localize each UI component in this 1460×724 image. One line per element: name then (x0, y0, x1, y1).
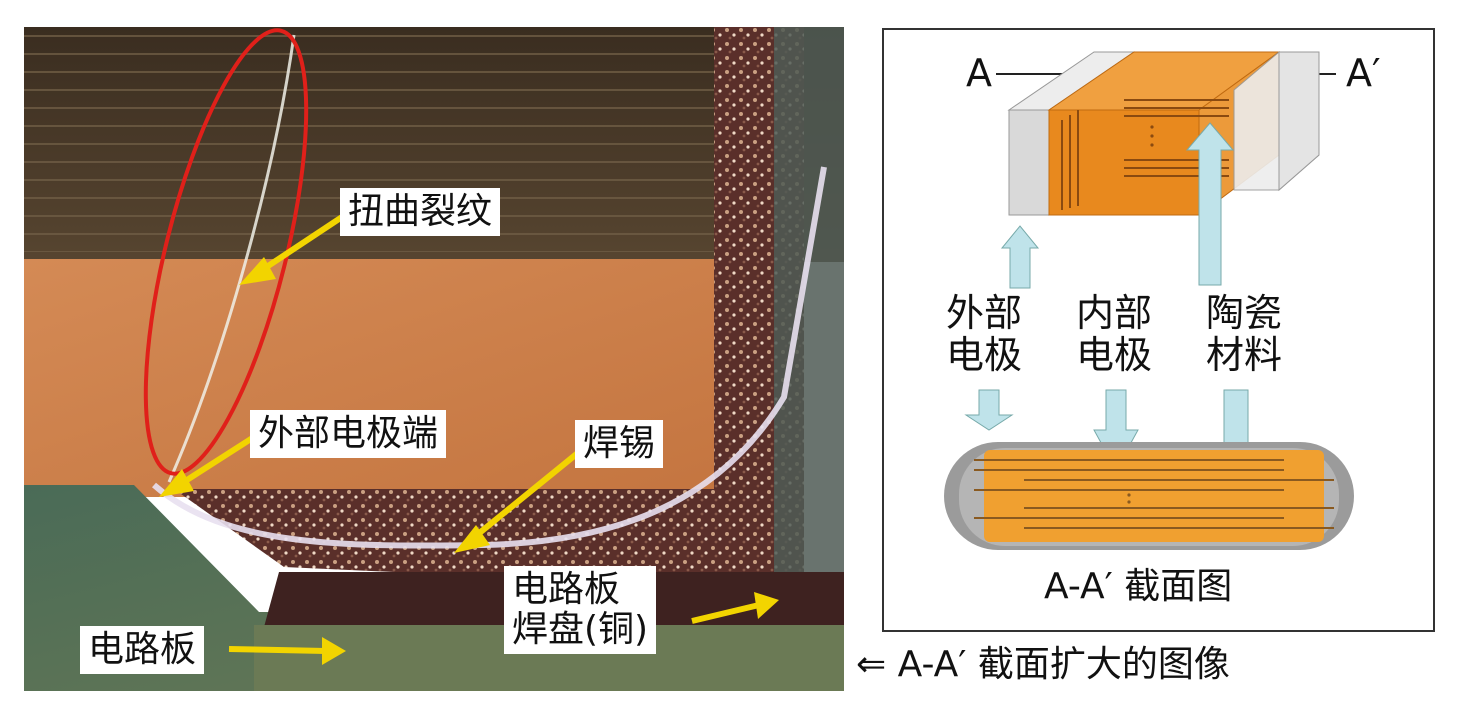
arrow-circuit-board (228, 637, 346, 665)
label-section-a: A (966, 51, 992, 95)
cross-section-view (944, 442, 1354, 550)
arrow-solder (454, 449, 581, 553)
cross-section-title: A-A′ 截面图 (1044, 566, 1233, 607)
micrograph-photo (24, 27, 844, 691)
label-external-electrode-end: 外部电极端 (250, 410, 447, 458)
label-circuit-board: 电路板 (80, 626, 205, 674)
label-solder: 焊锡 (575, 420, 664, 468)
arrow-external-up (1000, 225, 1040, 289)
figure-caption: ⇐ A-A′ 截面扩大的图像 (856, 644, 1230, 685)
label-twist-crack: 扭曲裂纹 (340, 188, 501, 236)
crack-highlight-ellipse (143, 28, 309, 476)
label-external-electrode: 外部 电极 (946, 291, 1023, 377)
arrow-board-pad (691, 592, 779, 624)
twist-crack-line (167, 34, 296, 483)
label-section-a-prime: A′ (1346, 51, 1381, 95)
yellow-arrows (159, 214, 779, 665)
capacitor-diagram (944, 51, 1354, 550)
label-board-pad: 电路板 焊盘(铜) (504, 566, 657, 654)
label-ceramic-material: 陶瓷 材料 (1206, 291, 1283, 377)
chip-capacitor-3d (1007, 51, 1320, 216)
arrow-external-electrode (159, 434, 256, 497)
label-internal-electrode: 内部 电极 (1076, 291, 1153, 377)
arrow-external-down (964, 389, 1014, 431)
capacitor-diagram-panel: A A′ 外部 电极 内部 电极 陶瓷 材料 A-A′ 截面图 (882, 28, 1435, 632)
arrow-ceramic-up (1185, 122, 1235, 286)
solder-band-bottom (174, 489, 724, 587)
arrow-twist-crack (239, 214, 344, 285)
